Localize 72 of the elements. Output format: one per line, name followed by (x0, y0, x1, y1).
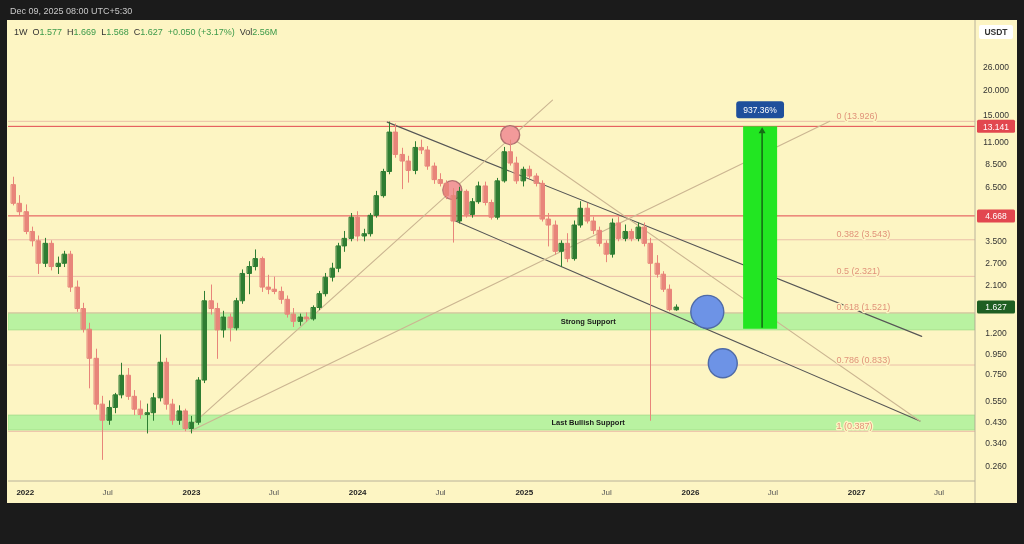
candlestick (553, 220, 558, 255)
y-axis-title: USDT (984, 27, 1009, 37)
y-tick-label: 1.200 (985, 328, 1007, 339)
y-tick-label: 20.000 (983, 85, 1010, 96)
y-tick-label: 2.700 (985, 258, 1007, 269)
y-tick-label: 0.260 (985, 460, 1007, 471)
text: 1W O1.577 H1.669 L1.568 C1.627 +0.050 (+3.17%) Vol2.56M (14, 27, 278, 37)
candlestick (43, 237, 48, 268)
x-tick-label: 2027 (847, 488, 867, 497)
candlestick (457, 186, 462, 224)
annotation: 0.5 (2.321) (836, 265, 881, 276)
x-tick-label: Jul (933, 488, 945, 497)
candlestick (355, 211, 360, 242)
y-tick-label: 3.500 (985, 235, 1007, 246)
x-tick-label: 2023 (182, 488, 201, 497)
ref-line-label: 13.141 (983, 121, 1010, 132)
y-tick-label: 0.340 (985, 437, 1007, 448)
y-tick-label: 11.000 (983, 136, 1009, 147)
candlestick (451, 188, 456, 243)
candlestick (298, 313, 303, 326)
candlestick (527, 165, 532, 179)
y-tick-label: 6.500 (985, 182, 1007, 193)
candlestick (636, 222, 641, 242)
candlestick (183, 408, 188, 432)
y-tick-label: 2.100 (985, 280, 1007, 291)
candlestick (623, 224, 628, 242)
annotation: 1 (0.387) (836, 420, 873, 431)
annotation: 0.382 (3.543) (836, 229, 891, 240)
annotation: 937.36% (743, 104, 778, 115)
y-tick-label: 8.500 (985, 159, 1007, 170)
candlestick (393, 123, 398, 158)
x-tick-label: Jul (601, 488, 613, 497)
y-tick-label: 0.550 (985, 395, 1007, 406)
candlestick (629, 228, 634, 242)
candlestick (521, 166, 526, 187)
candlestick (349, 212, 354, 242)
annotation: 1.627 (985, 302, 1007, 313)
candlestick (189, 415, 194, 434)
candlestick (604, 240, 609, 263)
candlestick (49, 240, 54, 271)
candlestick (221, 310, 226, 338)
x-tick-label: 2025 (515, 488, 534, 497)
candlestick (413, 141, 418, 175)
ref-line-label: 4.668 (985, 211, 1007, 222)
x-tick-label: Jul (767, 488, 779, 497)
candlestick (502, 146, 507, 183)
candlestick (565, 233, 570, 263)
candlestick (559, 240, 564, 268)
candlestick (68, 250, 73, 292)
annotation: 0.786 (0.833) (836, 354, 891, 365)
x-tick-label: 2026 (681, 488, 700, 497)
x-tick-label: 2024 (348, 488, 368, 497)
candlestick (304, 312, 309, 322)
candlestick (464, 189, 469, 218)
x-tick-label: Jul (435, 488, 446, 497)
y-tick-label: 0.950 (985, 348, 1007, 359)
candlestick (610, 218, 615, 258)
candlestick (177, 405, 182, 425)
y-tick-label: 26.000 (983, 62, 1010, 73)
x-tick-label: Jul (268, 488, 280, 497)
y-tick-label: 0.750 (985, 369, 1007, 380)
candlestick (674, 304, 679, 311)
annotation: 0 (13.926) (836, 110, 878, 121)
y-tick-label: 15.000 (983, 109, 1010, 120)
candlestick (228, 313, 233, 342)
candlestick (616, 216, 621, 242)
candlestick (158, 334, 163, 402)
x-tick-label: 2022 (16, 488, 35, 497)
y-tick-label: 0.430 (985, 417, 1007, 428)
x-tick-label: Jul (102, 488, 114, 497)
candlestick (495, 177, 500, 220)
chart-title: Dec 09, 2025 08:00 UTC+5:30 (10, 6, 133, 16)
